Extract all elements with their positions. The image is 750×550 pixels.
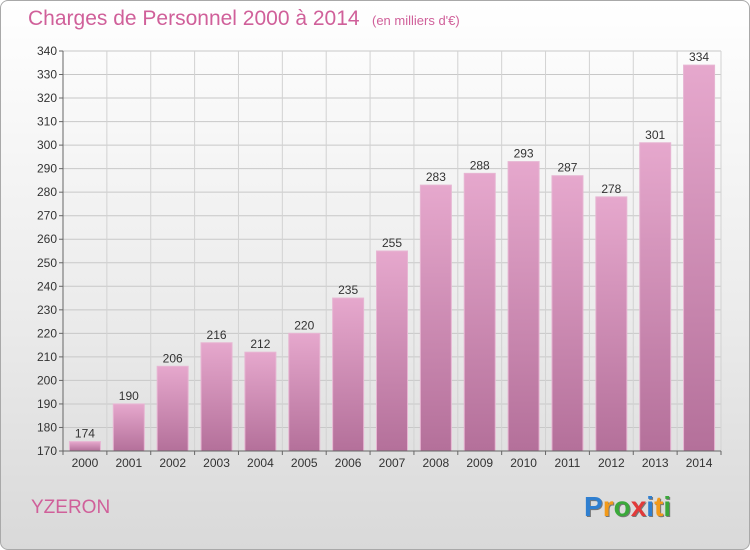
y-tick-label: 240 [37, 279, 57, 293]
x-tick-label: 2004 [247, 456, 274, 470]
data-label: 206 [163, 351, 183, 365]
y-tick-label: 220 [37, 326, 57, 340]
data-label: 220 [294, 318, 314, 332]
y-tick-label: 300 [37, 138, 57, 152]
x-tick-label: 2005 [291, 456, 318, 470]
data-label: 235 [338, 283, 358, 297]
data-label: 278 [601, 182, 621, 196]
y-tick-label: 320 [37, 91, 57, 105]
data-label: 255 [382, 236, 402, 250]
chart-title: Charges de Personnel 2000 à 2014 [28, 7, 360, 30]
data-label: 283 [426, 170, 446, 184]
data-label: 216 [207, 328, 227, 342]
y-tick-label: 230 [37, 303, 57, 317]
bar [156, 365, 189, 452]
commune-name: YZERON [31, 497, 111, 518]
data-label: 334 [689, 50, 709, 64]
x-tick-label: 2010 [510, 456, 537, 470]
bar [200, 342, 233, 452]
x-tick-label: 2000 [72, 456, 99, 470]
data-label: 190 [119, 389, 139, 403]
data-label: 212 [250, 337, 270, 351]
x-tick-label: 2007 [379, 456, 406, 470]
y-tick-label: 310 [37, 115, 57, 129]
y-tick-label: 250 [37, 256, 57, 270]
x-tick-label: 2006 [335, 456, 362, 470]
bar [68, 441, 101, 452]
y-tick-label: 280 [37, 185, 57, 199]
y-tick-label: 290 [37, 162, 57, 176]
y-tick-label: 170 [37, 444, 57, 458]
bar [112, 403, 145, 452]
x-tick-label: 2012 [598, 456, 625, 470]
x-tick-label: 2014 [686, 456, 713, 470]
bar [551, 175, 584, 452]
data-label: 288 [470, 158, 490, 172]
x-axis: 2000 2001 2002 2003 2004 2005 2006 2007 2008 2009… [62, 450, 722, 470]
logo-letter: i [646, 491, 655, 522]
y-tick-label: 180 [37, 420, 57, 434]
bar [332, 297, 365, 452]
bar [595, 196, 628, 452]
y-tick-label: 200 [37, 373, 57, 387]
logo-letter: t [654, 491, 664, 522]
y-tick-label: 190 [37, 397, 57, 411]
logo-letter: P [584, 491, 603, 522]
data-label: 287 [557, 161, 577, 175]
y-axis: 170 180 190 200 210 220 230 240 250 260 270 280 290 3… [37, 44, 64, 458]
y-tick-label: 330 [37, 68, 57, 82]
x-tick-label: 2009 [466, 456, 493, 470]
x-tick-label: 2011 [555, 456, 581, 470]
y-tick-label: 340 [37, 44, 57, 58]
data-label: 301 [645, 128, 665, 142]
bar [244, 351, 277, 452]
bar [463, 172, 496, 452]
logo-letter: o [613, 491, 631, 522]
x-tick-label: 2013 [642, 456, 669, 470]
bar [507, 161, 540, 452]
x-tick-label: 2001 [115, 456, 142, 470]
bar [376, 250, 408, 452]
bar [683, 64, 716, 452]
y-tick-label: 260 [37, 232, 57, 246]
bar [288, 332, 321, 452]
y-tick-label: 270 [37, 209, 57, 223]
proxiti-logo: Proxiti [584, 491, 671, 523]
data-labels: 174 190 206 216 212 220 235 255 283 288 293 287 278 3… [75, 50, 709, 440]
bar [419, 184, 452, 452]
x-tick-label: 2002 [159, 456, 186, 470]
logo-letter: i [663, 491, 672, 522]
data-label: 293 [514, 147, 534, 161]
x-tick-label: 2003 [203, 456, 230, 470]
y-tick-label: 210 [37, 350, 57, 364]
logo-letter: x [630, 491, 647, 522]
logo-letter: r [602, 491, 614, 522]
chart-subtitle: (en milliers d'€) [372, 13, 460, 28]
data-label: 174 [75, 427, 95, 441]
bar [639, 142, 672, 452]
x-tick-label: 2008 [423, 456, 450, 470]
bars [68, 64, 716, 452]
